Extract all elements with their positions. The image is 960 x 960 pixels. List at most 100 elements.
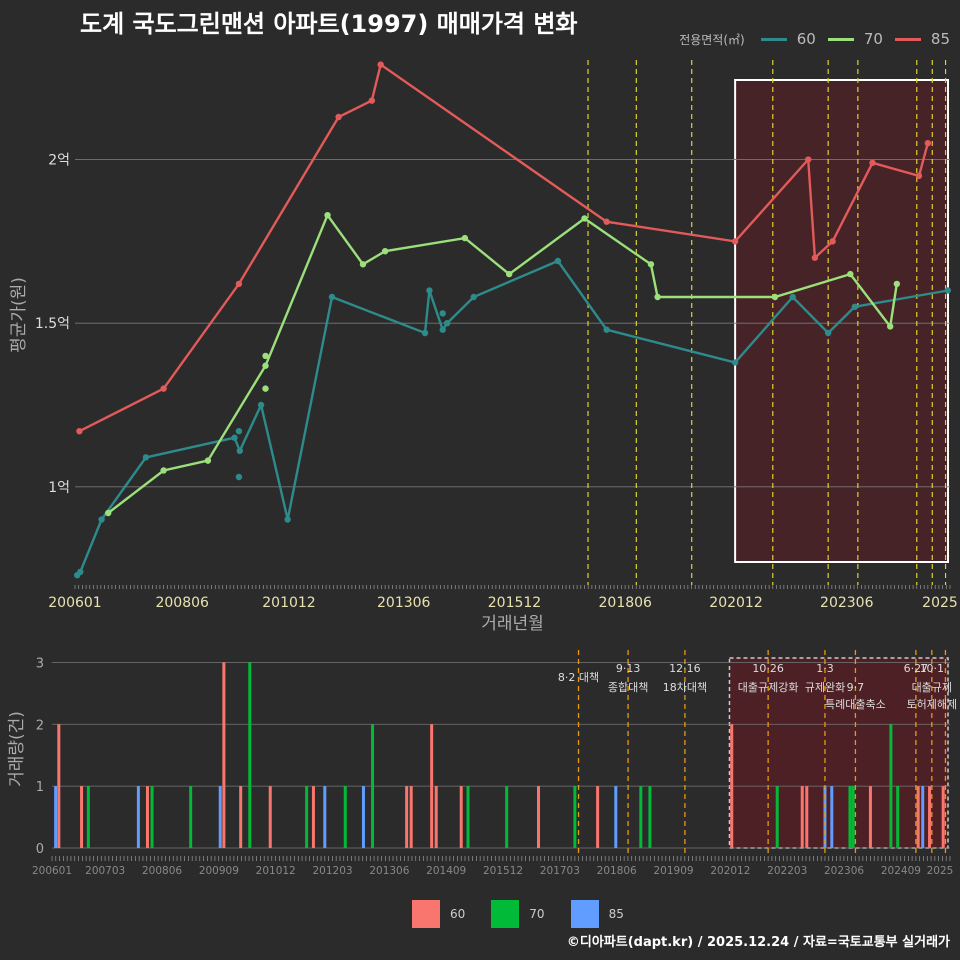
- volume-bar-70: [343, 786, 347, 848]
- series-point-60: [944, 287, 951, 294]
- series-line-70: [107, 212, 898, 514]
- volume-bar-60: [80, 786, 84, 848]
- policy-label: 12·16: [669, 662, 701, 675]
- volume-bar-85: [54, 786, 58, 848]
- y-tick-label: 1.5억: [35, 316, 70, 332]
- series-point-70: [262, 385, 269, 392]
- volume-bar-60: [596, 786, 600, 848]
- x-tick-label: 200806: [155, 595, 209, 611]
- vol-highlight-box: [728, 657, 949, 849]
- volume-bar-60: [430, 724, 434, 848]
- series-point-85: [915, 172, 923, 180]
- x-tick-label: 201806: [599, 595, 653, 611]
- volume-bar-85: [614, 786, 618, 848]
- volume-bar-60: [268, 786, 272, 848]
- series-point-60: [257, 401, 265, 409]
- volume-bar-60: [405, 786, 409, 848]
- volume-bar-60: [868, 786, 872, 848]
- volume-bar-60: [800, 786, 804, 848]
- series-point-85: [160, 385, 167, 392]
- series-point-85: [805, 156, 812, 163]
- legend-label-60: 60: [796, 30, 816, 48]
- volume-bar-60: [222, 662, 226, 848]
- vol-x-tick-label: 2025: [927, 865, 954, 877]
- series-point-60: [231, 434, 238, 441]
- policy-label: 10·26: [752, 662, 784, 675]
- volume-bar-70: [150, 786, 154, 848]
- series-point-85: [76, 427, 83, 435]
- series-point-60: [439, 310, 446, 317]
- series-point-60: [851, 303, 858, 311]
- series-point-85: [811, 254, 819, 261]
- volume-bar-85: [361, 786, 365, 848]
- vol-x-tick-label: 201909: [654, 865, 694, 877]
- series-point-70: [893, 280, 901, 288]
- series-point-60: [439, 326, 446, 333]
- series-point-60: [789, 293, 796, 301]
- series-point-70: [262, 352, 269, 360]
- series-point-85: [731, 238, 739, 245]
- series-point-60: [235, 473, 243, 481]
- series-point-70: [581, 215, 588, 222]
- volume-bar-70: [889, 724, 893, 848]
- vol-legend-swatch-85: [570, 900, 599, 928]
- legend-label-85: 85: [930, 30, 950, 48]
- series-point-60: [235, 427, 243, 435]
- volume-bar-70: [851, 786, 855, 848]
- series-point-70: [461, 234, 469, 242]
- volume-bar-85: [218, 786, 222, 848]
- y-axis-title: 평균가(원): [9, 277, 29, 353]
- volume-bar-70: [466, 786, 470, 848]
- series-point-85: [869, 159, 876, 167]
- series-point-70: [771, 293, 779, 301]
- series-point-85: [335, 113, 342, 121]
- series-point-70: [886, 323, 894, 330]
- volume-bar-60: [916, 786, 920, 848]
- series-point-70: [160, 467, 167, 474]
- series-point-60: [443, 319, 451, 327]
- x-tick-label: 200601: [48, 595, 101, 611]
- vol-x-tick-label: 201012: [256, 865, 296, 877]
- policy-label: 대출규제: [912, 681, 952, 694]
- series-point-60: [77, 568, 84, 576]
- vol-x-tick-label: 200806: [142, 865, 182, 877]
- series-point-85: [235, 280, 243, 288]
- policy-label: 대출규제강화: [738, 681, 799, 694]
- series-point-60: [142, 454, 150, 461]
- chart-title: 도계 국도그린맨션 아파트(1997) 매매가격 변화: [80, 10, 578, 38]
- series-point-60: [603, 326, 610, 333]
- series-point-60: [421, 329, 429, 337]
- volume-bar-60: [57, 724, 61, 848]
- series-point-70: [324, 211, 331, 219]
- policy-label: 토허제해제: [907, 697, 958, 711]
- volume-bar-70: [505, 786, 509, 848]
- y-tick-label: 2억: [48, 153, 70, 169]
- volume-bar-70: [896, 786, 900, 848]
- series-point-60: [470, 293, 477, 301]
- vol-x-tick-label: 201409: [426, 865, 466, 877]
- vol-x-tick-label: 201512: [483, 865, 523, 877]
- series-point-70: [847, 270, 854, 278]
- series-point-70: [105, 509, 112, 517]
- volume-bar-60: [805, 786, 809, 848]
- series-point-85: [924, 139, 932, 147]
- volume-bar-85: [921, 786, 925, 848]
- vol-y-tick-label: 2: [36, 718, 44, 733]
- vol-x-tick-label: 201203: [312, 865, 352, 877]
- vol-legend-label-70: 70: [529, 907, 545, 921]
- series-point-85: [377, 61, 384, 68]
- policy-label: 특례대출축소: [825, 698, 886, 711]
- series-point-70: [359, 261, 367, 268]
- policy-label: 9·13: [616, 662, 641, 675]
- volume-bar-70: [848, 786, 852, 848]
- vol-x-tick-label: 200703: [85, 865, 125, 877]
- policy-label: 종합대책: [608, 681, 648, 694]
- series-point-60: [426, 287, 433, 294]
- vol-x-tick-label: 202409: [881, 865, 921, 877]
- volume-bar-60: [730, 724, 734, 848]
- volume-bar-70: [573, 786, 577, 848]
- volume-bar-60: [145, 786, 149, 848]
- volume-bar-70: [648, 786, 652, 848]
- volume-bar-85: [823, 786, 827, 848]
- series-point-70: [647, 261, 655, 268]
